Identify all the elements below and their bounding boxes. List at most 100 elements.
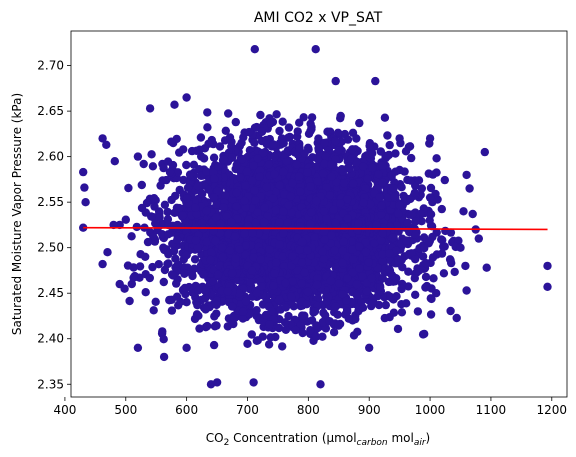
data-point — [415, 176, 423, 184]
data-point — [279, 229, 287, 237]
data-point — [339, 247, 347, 255]
data-point — [155, 260, 163, 268]
data-point — [394, 210, 402, 218]
data-point — [352, 134, 360, 142]
data-point — [453, 314, 461, 322]
data-point — [194, 312, 202, 320]
data-point — [342, 297, 350, 305]
data-point — [175, 148, 183, 156]
data-point — [461, 262, 469, 270]
data-point — [270, 269, 278, 277]
data-point — [195, 146, 203, 154]
data-point — [203, 123, 211, 131]
data-point — [374, 170, 382, 178]
data-point — [124, 184, 132, 192]
data-point — [182, 161, 190, 169]
data-point — [327, 161, 335, 169]
data-point — [411, 189, 419, 197]
data-point — [232, 189, 240, 197]
data-point — [164, 230, 172, 238]
data-point — [319, 169, 327, 177]
data-point — [420, 244, 428, 252]
data-point — [407, 154, 415, 162]
data-point — [481, 148, 489, 156]
data-point — [429, 170, 437, 178]
data-point — [349, 255, 357, 263]
data-point — [308, 153, 316, 161]
data-point — [314, 144, 322, 152]
data-point — [228, 154, 236, 162]
data-point — [246, 278, 254, 286]
data-point — [203, 108, 211, 116]
data-points — [79, 45, 552, 388]
data-point — [319, 248, 327, 256]
data-point — [243, 168, 251, 176]
data-point — [281, 318, 289, 326]
data-point — [206, 256, 214, 264]
data-point — [134, 344, 142, 352]
data-point — [253, 337, 261, 345]
data-point — [226, 246, 234, 254]
data-point — [219, 253, 227, 261]
data-point — [228, 302, 236, 310]
data-point — [392, 292, 400, 300]
data-point — [312, 321, 320, 329]
data-point — [411, 291, 419, 299]
data-point — [222, 127, 230, 135]
data-point — [191, 204, 199, 212]
data-point — [260, 218, 268, 226]
data-point — [220, 203, 228, 211]
data-point — [186, 170, 194, 178]
data-point — [194, 182, 202, 190]
data-point — [155, 213, 163, 221]
data-point — [475, 234, 483, 242]
data-point — [242, 297, 250, 305]
data-point — [320, 255, 328, 263]
data-point — [311, 307, 319, 315]
data-point — [279, 118, 287, 126]
data-point — [270, 170, 278, 178]
data-point — [152, 298, 160, 306]
data-point — [411, 255, 419, 263]
data-point — [257, 255, 265, 263]
data-point — [316, 380, 324, 388]
data-point — [267, 333, 275, 341]
data-point — [362, 248, 370, 256]
data-point — [120, 285, 128, 293]
data-point — [125, 297, 133, 305]
data-point — [400, 167, 408, 175]
data-point — [179, 211, 187, 219]
data-point — [158, 327, 166, 335]
data-point — [303, 168, 311, 176]
data-point — [312, 332, 320, 340]
data-point — [216, 220, 224, 228]
data-point — [210, 341, 218, 349]
data-point — [261, 204, 269, 212]
data-point — [282, 326, 290, 334]
data-point — [429, 274, 437, 282]
data-point — [348, 145, 356, 153]
data-point — [142, 270, 150, 278]
data-point — [129, 263, 137, 271]
data-point — [159, 244, 167, 252]
data-point — [241, 230, 249, 238]
data-point — [199, 270, 207, 278]
data-point — [265, 160, 273, 168]
data-point — [224, 287, 232, 295]
data-point — [291, 326, 299, 334]
data-point — [165, 296, 173, 304]
data-point — [160, 335, 168, 343]
data-point — [265, 340, 273, 348]
data-point — [204, 140, 212, 148]
data-point — [276, 181, 284, 189]
data-point — [334, 321, 342, 329]
data-point — [355, 242, 363, 250]
data-point — [390, 309, 398, 317]
data-point — [213, 378, 221, 386]
data-point — [287, 192, 295, 200]
data-point — [162, 176, 170, 184]
chart-title: AMI CO2 x VP_SAT — [254, 10, 383, 26]
data-point — [359, 199, 367, 207]
data-point — [320, 207, 328, 215]
data-point — [298, 238, 306, 246]
